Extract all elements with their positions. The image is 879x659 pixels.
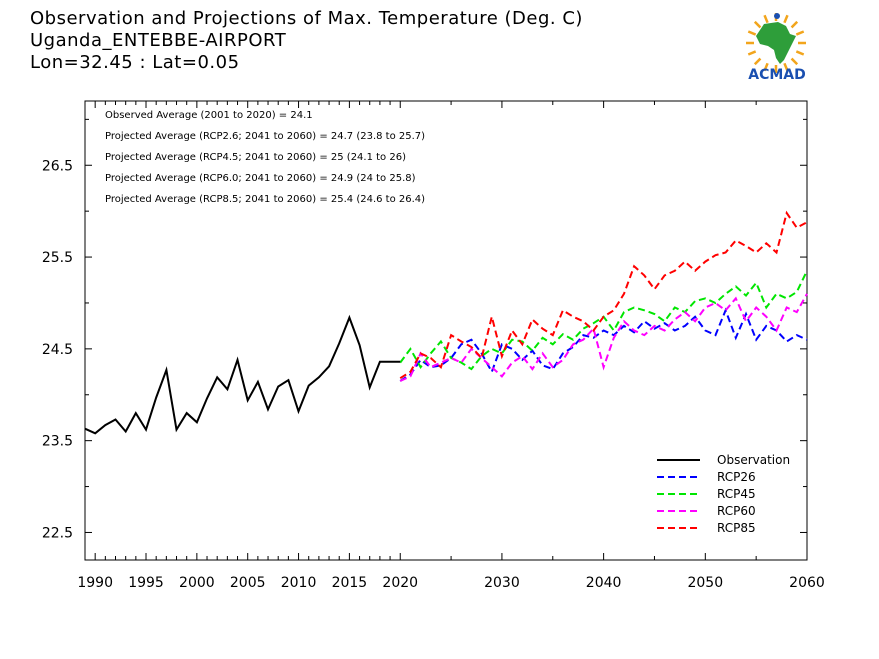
annotations: Observed Average (2001 to 2020) = 24.1 Pr… [105,110,425,205]
sun-ray [790,20,799,29]
africa-shape [756,22,796,64]
series-line-rcp26 [399,307,808,382]
sun-ray [753,20,762,29]
series-layer [84,210,808,435]
x-tick-label: 2030 [484,575,520,591]
sun-ray [763,62,769,72]
annotation-line: Projected Average (RCP8.5; 2041 to 2060)… [105,194,425,205]
legend-label: RCP26 [717,470,756,484]
station-coordinates: Lon=32.45 : Lat=0.05 [30,52,240,73]
y-tick-label: 25.5 [42,250,73,266]
x-tick-label: 2040 [586,575,622,591]
y-tick-label: 24.5 [42,342,73,358]
sun-ray [783,14,789,24]
station-name: Uganda_ENTEBBE-AIRPORT [30,30,287,51]
legend-label: RCP60 [717,504,756,518]
x-tick-label: 1995 [128,575,164,591]
chart-title: Observation and Projections of Max. Temp… [30,8,583,29]
sun-ray [790,57,799,66]
x-tick-label: 2005 [230,575,266,591]
acmad-logo: ACMAD [734,8,820,84]
sun-ray [747,50,757,56]
series-line-rcp60 [399,293,808,382]
y-axis-ticks: 22.5 23.5 24.5 25.5 26.5 [42,118,807,541]
sun-ray [753,57,762,66]
annotation-line: Projected Average (RCP2.6; 2041 to 2060)… [105,131,425,142]
sun-ray [795,50,805,56]
sun-ray [795,30,805,36]
x-axis-ticks: 1990 1995 2000 2005 2010 2015 2020 2030 2040 2050… [77,101,825,591]
y-tick-label: 22.5 [42,525,73,541]
legend-label: Observation [717,453,790,467]
water-drop-icon [774,13,780,19]
x-tick-label: 2060 [789,575,825,591]
title-block: Observation and Projections of Max. Temp… [30,8,583,74]
x-tick-label: 2050 [687,575,723,591]
x-tick-label: 2000 [179,575,215,591]
africa-map-logo-icon: ACMAD [746,13,806,83]
x-tick-label: 2020 [382,575,418,591]
logo-text: ACMAD [748,67,806,83]
sun-ray [763,14,769,24]
legend-label: RCP45 [717,487,756,501]
legend-label: RCP85 [717,521,756,535]
x-tick-label: 2010 [281,575,317,591]
y-tick-label: 26.5 [42,158,73,174]
sun-ray [747,30,757,36]
x-tick-label: 1990 [77,575,113,591]
annotation-line: Observed Average (2001 to 2020) = 24.1 [105,110,313,121]
annotation-line: Projected Average (RCP4.5; 2041 to 2060)… [105,152,406,163]
x-tick-label: 2015 [332,575,368,591]
series-line-rcp85 [399,210,808,380]
sun-ray [783,62,789,72]
annotation-line: Projected Average (RCP6.0; 2041 to 2060)… [105,173,416,184]
y-tick-label: 23.5 [42,434,73,450]
plot-frame [84,100,808,561]
legend: Observation RCP26 RCP45 RCP60 RCP85 [657,453,790,535]
plot-axes [84,100,808,561]
series-line-observation [84,314,401,435]
